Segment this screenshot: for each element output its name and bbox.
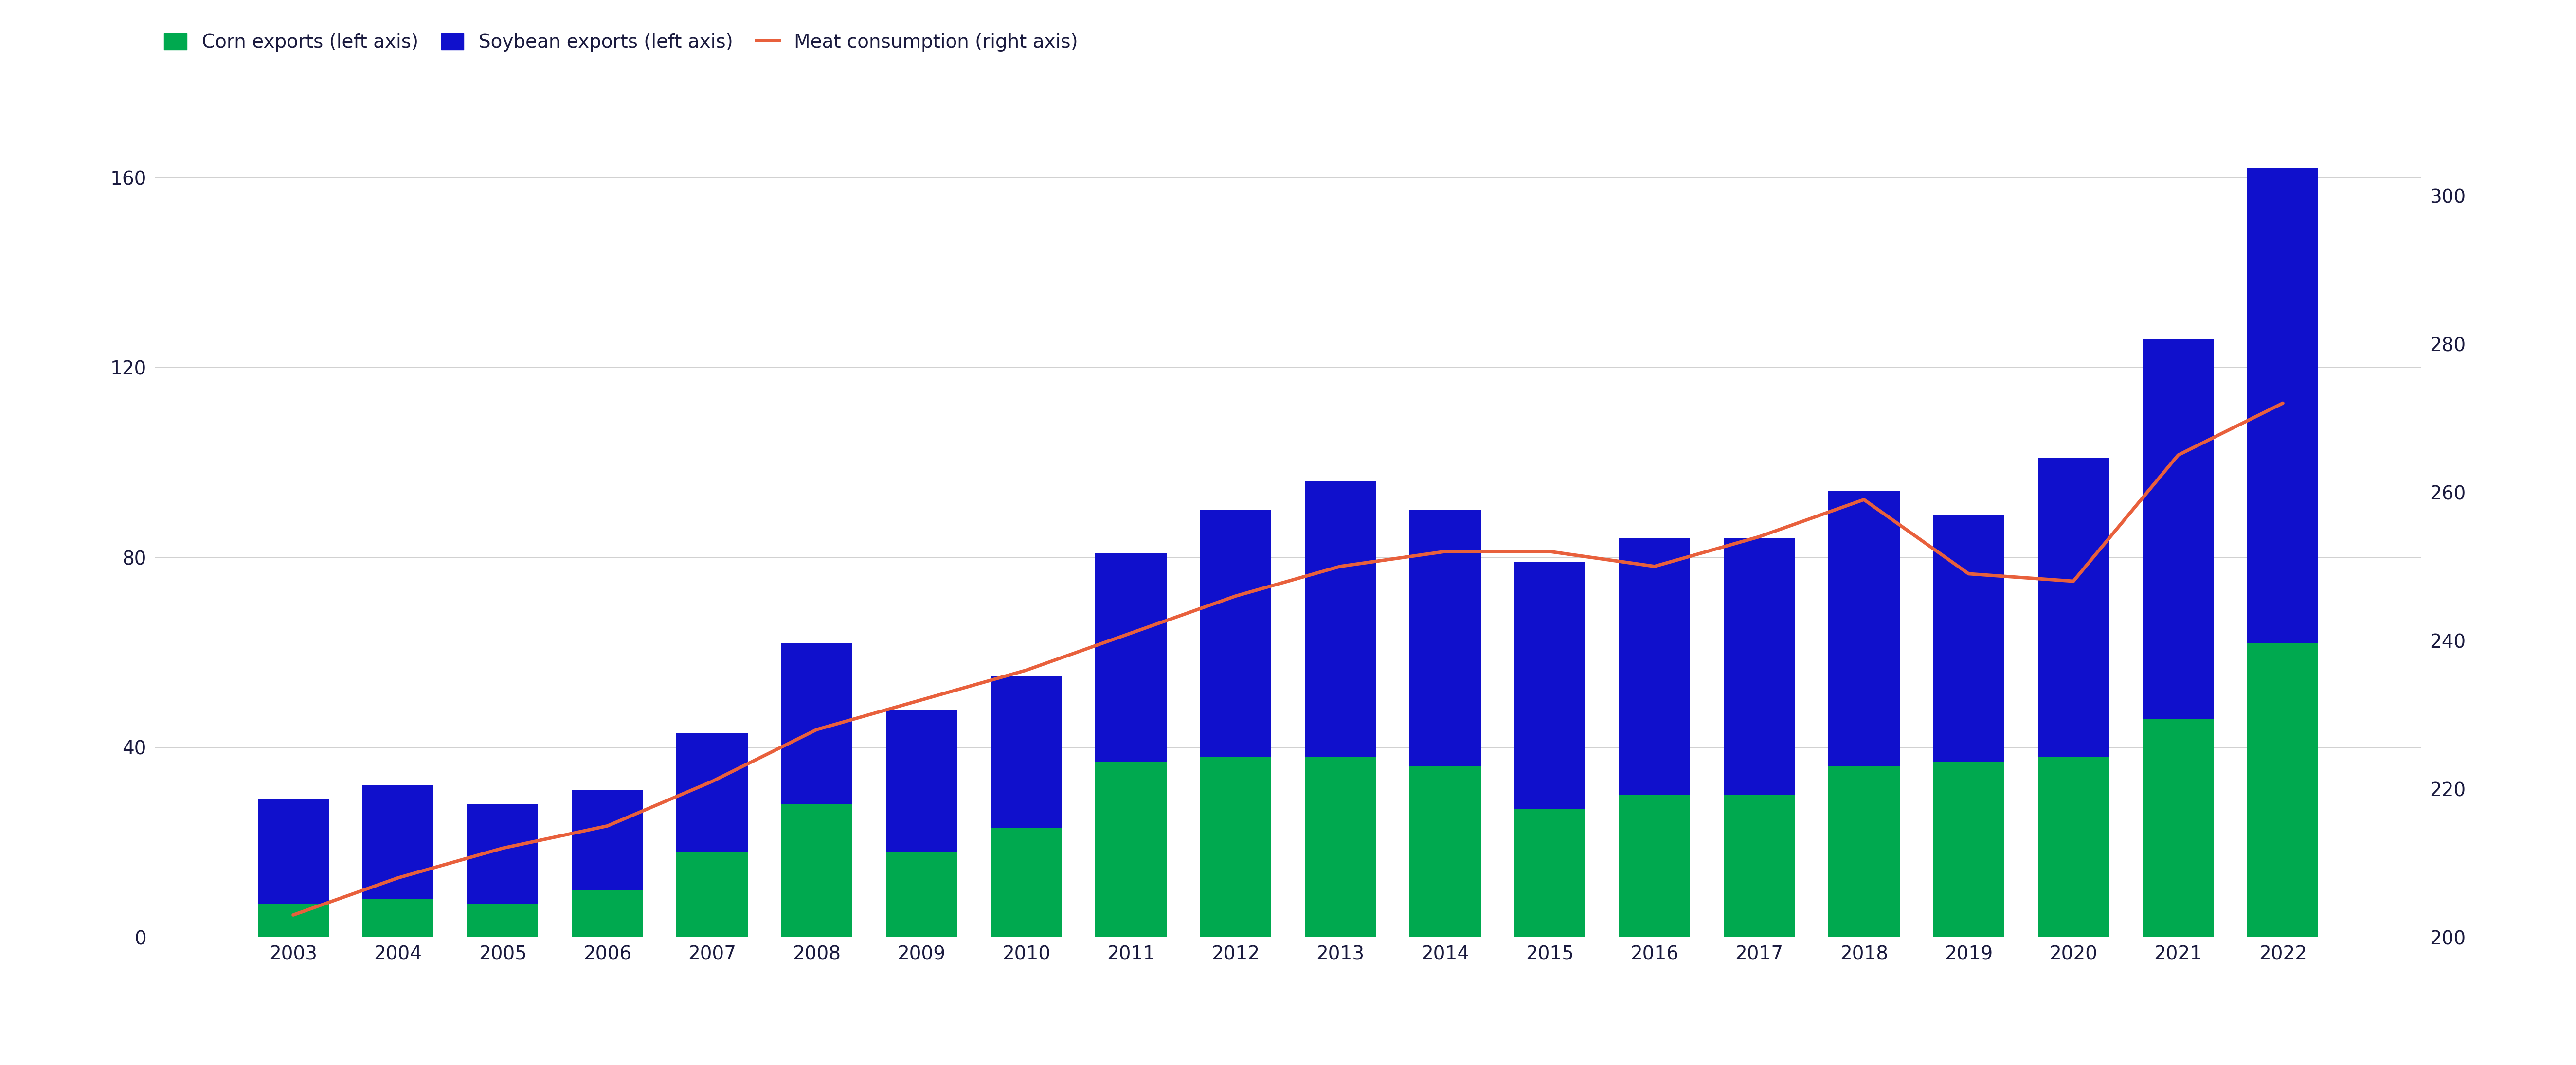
Bar xyxy=(1200,510,1270,757)
Bar xyxy=(1932,514,2004,761)
Bar xyxy=(2143,719,2213,937)
Bar xyxy=(992,828,1061,937)
Bar xyxy=(1409,510,1481,767)
Bar xyxy=(1723,539,1795,794)
Bar xyxy=(2143,339,2213,719)
Bar xyxy=(2038,458,2110,757)
Bar xyxy=(1829,491,1899,767)
Bar xyxy=(1723,794,1795,937)
Bar xyxy=(1200,757,1270,937)
Bar xyxy=(886,852,958,937)
Bar xyxy=(466,804,538,904)
Bar xyxy=(466,904,538,937)
Bar xyxy=(363,785,433,899)
Bar xyxy=(1409,767,1481,937)
Bar xyxy=(1306,481,1376,757)
Bar xyxy=(2246,643,2318,937)
Bar xyxy=(677,733,747,852)
Bar xyxy=(1618,794,1690,937)
Bar xyxy=(363,899,433,937)
Bar xyxy=(1515,562,1584,809)
Bar xyxy=(1306,757,1376,937)
Bar xyxy=(1932,761,2004,937)
Bar xyxy=(2246,168,2318,643)
Bar xyxy=(992,676,1061,828)
Bar xyxy=(1618,539,1690,794)
Legend: Corn exports (left axis), Soybean exports (left axis), Meat consumption (right a: Corn exports (left axis), Soybean export… xyxy=(165,33,1077,52)
Bar xyxy=(1515,809,1584,937)
Bar xyxy=(1829,767,1899,937)
Bar xyxy=(258,904,330,937)
Bar xyxy=(781,804,853,937)
Bar xyxy=(572,790,644,889)
Bar xyxy=(677,852,747,937)
Bar xyxy=(572,889,644,937)
Bar xyxy=(1095,553,1167,761)
Bar xyxy=(258,800,330,904)
Bar xyxy=(2038,757,2110,937)
Bar xyxy=(886,709,958,852)
Bar xyxy=(781,643,853,804)
Bar xyxy=(1095,761,1167,937)
